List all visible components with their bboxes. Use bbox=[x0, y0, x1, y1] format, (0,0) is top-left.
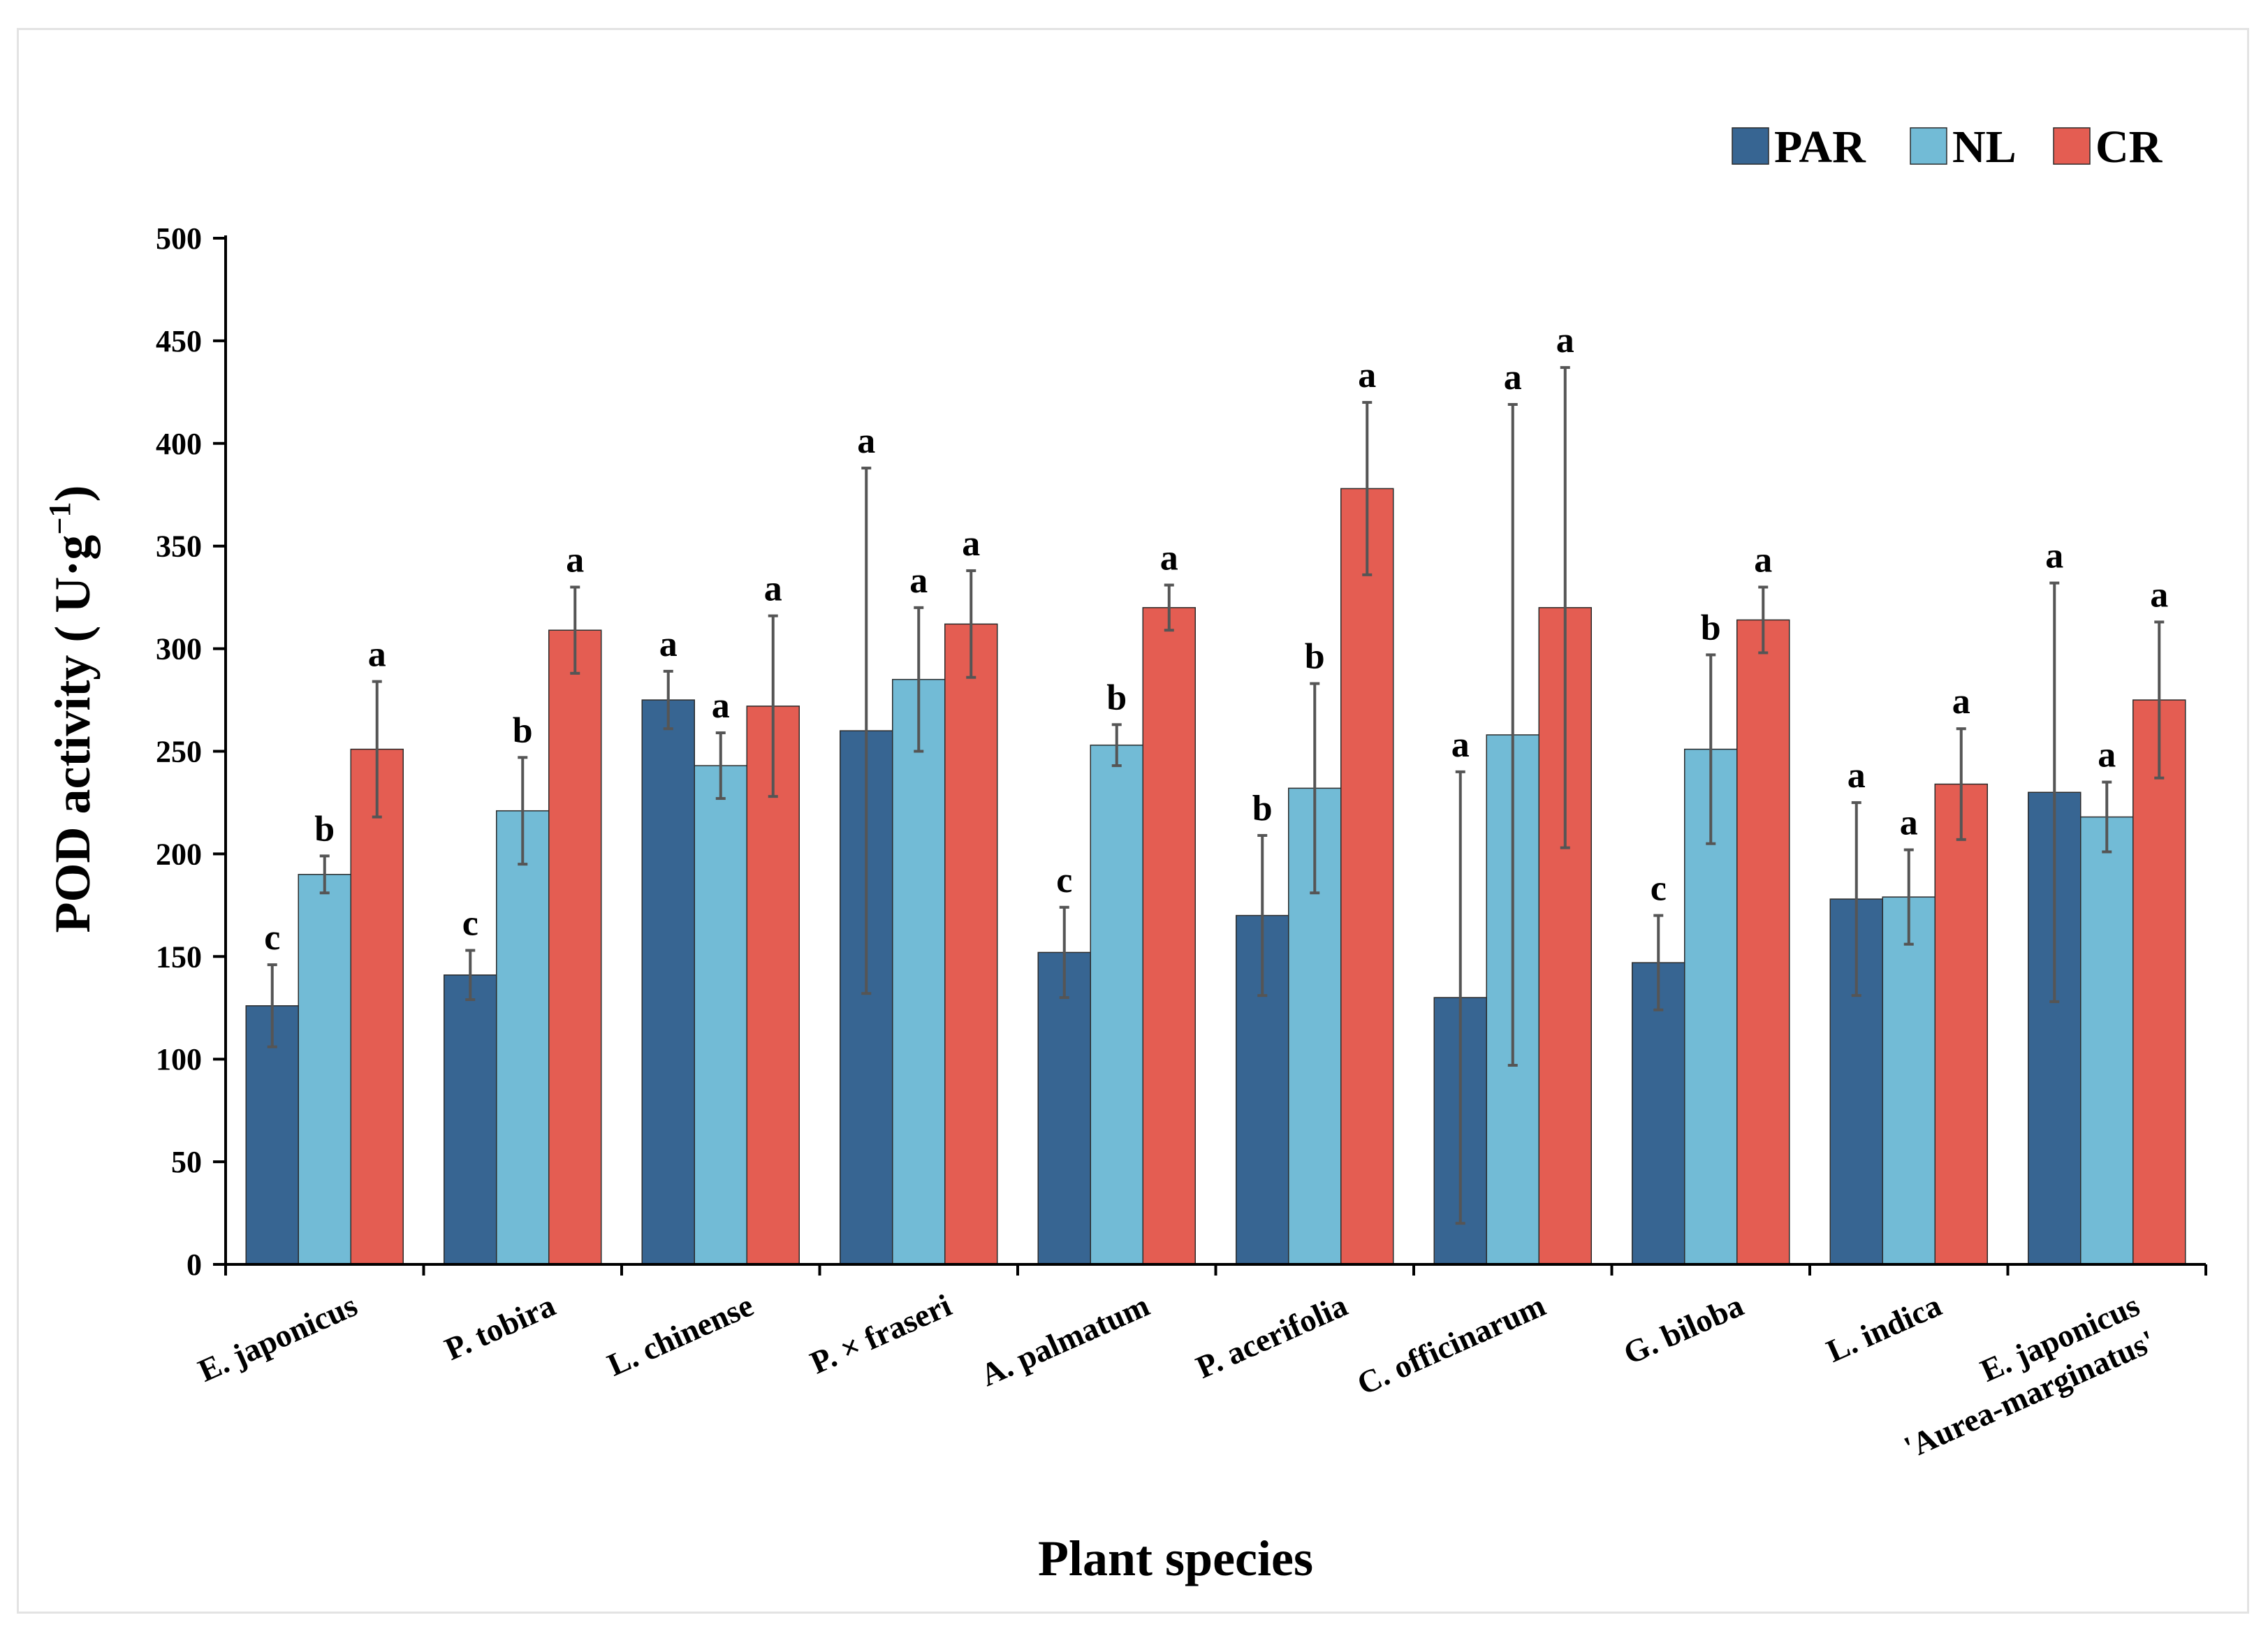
y-tick-label: 50 bbox=[171, 1145, 202, 1179]
y-tick-label: 500 bbox=[156, 221, 202, 256]
significance-letter-nl-7: a bbox=[1504, 358, 1522, 397]
significance-letter-par-4: a bbox=[857, 421, 875, 461]
y-axis-title: POD activity ( U·g−1) bbox=[43, 485, 101, 933]
significance-letter-par-5: c bbox=[1056, 861, 1072, 900]
x-tick-label-1: E. japonicus bbox=[193, 1287, 363, 1389]
significance-letter-nl-9: a bbox=[1900, 803, 1918, 843]
x-tick-label-line: P. × fraseri bbox=[805, 1287, 956, 1380]
y-tick-label: 400 bbox=[156, 427, 202, 461]
legend-swatch-cr bbox=[2053, 127, 2091, 165]
x-tick-label-8: G. biloba bbox=[1618, 1287, 1749, 1371]
y-tick-label: 450 bbox=[156, 324, 202, 358]
bar-cr-2 bbox=[548, 629, 602, 1265]
error-bars-layer bbox=[267, 366, 2165, 1225]
bar-nl-2 bbox=[496, 810, 550, 1265]
bar-cr-10 bbox=[2132, 699, 2186, 1265]
x-tick-label-4: P. × fraseri bbox=[805, 1287, 956, 1380]
significance-letter-nl-2: b bbox=[513, 710, 533, 750]
legend-label-cr: CR bbox=[2095, 122, 2163, 173]
significance-letter-cr-7: a bbox=[1556, 321, 1574, 360]
bar-cr-3 bbox=[746, 706, 800, 1265]
x-axis-title: Plant species bbox=[1038, 1531, 1313, 1586]
significance-letter-cr-9: a bbox=[1952, 682, 1970, 722]
significance-letter-par-7: a bbox=[1451, 725, 1470, 765]
x-tick-label-line: G. biloba bbox=[1618, 1287, 1749, 1371]
y-axis-title-superscript: −1 bbox=[43, 502, 77, 535]
x-tick-label-line: L. indica bbox=[1821, 1287, 1947, 1369]
significance-letter-cr-1: a bbox=[368, 635, 386, 675]
significance-letter-cr-8: a bbox=[1754, 540, 1772, 580]
bar-nl-3 bbox=[694, 765, 747, 1265]
bar-nl-9 bbox=[1882, 896, 1936, 1265]
axes-layer: 0 50 100 150 200 250 300 350 400 450 500 bbox=[156, 221, 2207, 1282]
significance-letter-nl-5: b bbox=[1106, 678, 1127, 717]
significance-letter-par-6: b bbox=[1252, 789, 1273, 828]
x-tick-label-5: A. palmatum bbox=[975, 1287, 1155, 1394]
y-tick-label: 100 bbox=[156, 1042, 202, 1076]
significance-letter-par-2: c bbox=[462, 903, 478, 943]
bars-layer bbox=[245, 488, 2186, 1265]
x-tick-label-3: L. chinense bbox=[602, 1287, 759, 1383]
significance-letter-cr-2: a bbox=[566, 540, 584, 580]
significance-letter-par-10: a bbox=[2045, 536, 2063, 576]
x-tick-label-line: P. acerifolia bbox=[1191, 1287, 1353, 1385]
bar-nl-5 bbox=[1090, 744, 1143, 1265]
significance-letter-cr-6: a bbox=[1358, 356, 1376, 395]
bar-par-2 bbox=[444, 974, 497, 1265]
y-tick-label: 250 bbox=[156, 735, 202, 769]
significance-letter-cr-3: a bbox=[764, 569, 782, 609]
significance-letter-nl-6: b bbox=[1305, 637, 1325, 677]
significance-letter-cr-5: a bbox=[1160, 539, 1178, 578]
significance-letter-nl-4: a bbox=[909, 561, 928, 601]
significance-letter-par-8: c bbox=[1651, 869, 1667, 909]
y-tick-label: 350 bbox=[156, 529, 202, 564]
legend-swatch-par bbox=[1732, 127, 1769, 165]
significance-letter-nl-10: a bbox=[2098, 736, 2116, 775]
bar-cr-4 bbox=[944, 623, 998, 1265]
significance-letter-par-1: c bbox=[264, 918, 280, 958]
y-tick-label: 200 bbox=[156, 837, 202, 871]
x-tick-label-7: C. officinarum bbox=[1352, 1287, 1551, 1402]
bar-cr-1 bbox=[350, 748, 404, 1265]
x-tick-label-line: P. tobira bbox=[439, 1287, 560, 1368]
y-tick-label: 150 bbox=[156, 940, 202, 974]
significance-letter-cr-10: a bbox=[2150, 575, 2168, 615]
significance-letter-nl-1: b bbox=[314, 809, 335, 849]
significance-letter-cr-4: a bbox=[962, 524, 980, 564]
significance-letter-par-9: a bbox=[1848, 756, 1866, 796]
legend-swatch-nl bbox=[1910, 127, 1947, 165]
bar-nl-4 bbox=[892, 678, 946, 1265]
legend-label-nl: NL bbox=[1952, 122, 2017, 173]
y-axis-title-main: POD activity ( U·g bbox=[45, 535, 101, 933]
x-tick-label-line: A. palmatum bbox=[975, 1287, 1155, 1394]
x-tick-label-6: P. acerifolia bbox=[1191, 1287, 1353, 1385]
x-tick-label-line: E. japonicus bbox=[193, 1287, 363, 1389]
y-tick-label: 300 bbox=[156, 632, 202, 666]
x-tick-label-line: L. chinense bbox=[602, 1287, 759, 1383]
bar-nl-10 bbox=[2080, 816, 2134, 1265]
bar-cr-5 bbox=[1142, 607, 1196, 1265]
bar-cr-6 bbox=[1340, 488, 1394, 1265]
legend: PAR NL CR bbox=[1732, 122, 2163, 173]
significance-letter-par-3: a bbox=[659, 625, 678, 664]
x-tick-label-2: P. tobira bbox=[439, 1287, 560, 1368]
bar-nl-1 bbox=[298, 874, 351, 1265]
x-tick-label-9: L. indica bbox=[1821, 1287, 1947, 1369]
legend-label-par: PAR bbox=[1774, 122, 1866, 173]
significance-letter-nl-3: a bbox=[712, 686, 730, 726]
bar-par-1 bbox=[245, 1005, 299, 1265]
x-tick-labels-layer: E. japonicus P. tobira L. chinense P. × fra… bbox=[193, 1287, 2160, 1465]
x-tick-label-line: C. officinarum bbox=[1352, 1287, 1551, 1402]
y-axis-title-end: ) bbox=[45, 485, 101, 502]
bar-cr-9 bbox=[1934, 783, 1988, 1265]
bar-cr-8 bbox=[1736, 619, 1790, 1265]
bar-par-3 bbox=[641, 699, 695, 1265]
significance-letter-nl-8: b bbox=[1701, 608, 1721, 648]
bar-par-8 bbox=[1632, 962, 1685, 1265]
bar-par-5 bbox=[1037, 951, 1091, 1265]
y-tick-label: 0 bbox=[186, 1248, 202, 1282]
